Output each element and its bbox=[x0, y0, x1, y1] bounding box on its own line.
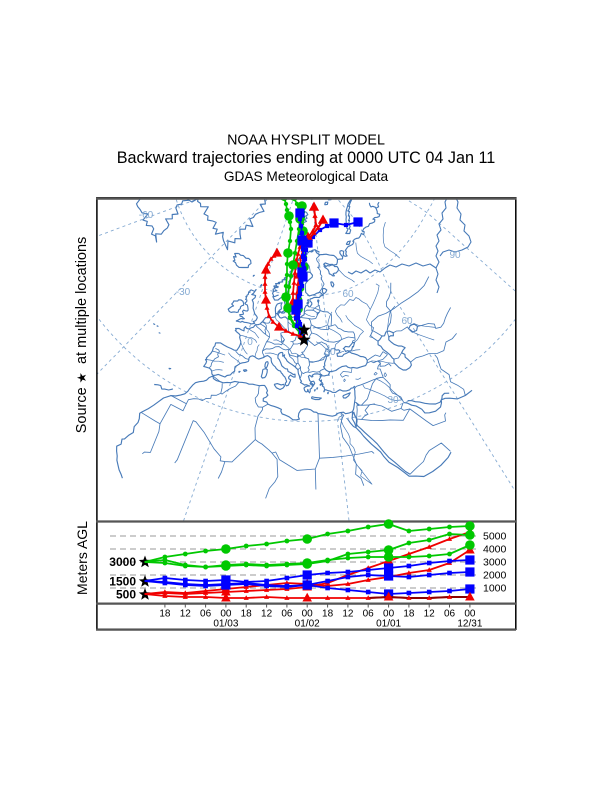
svg-text:30: 30 bbox=[324, 347, 336, 358]
svg-text:500: 500 bbox=[116, 588, 136, 602]
svg-text:1500: 1500 bbox=[109, 575, 136, 589]
svg-text:00: 00 bbox=[464, 609, 476, 620]
svg-text:00: 00 bbox=[302, 609, 314, 620]
svg-text:06: 06 bbox=[363, 609, 375, 620]
svg-text:01/03: 01/03 bbox=[213, 619, 238, 630]
svg-text:1000: 1000 bbox=[483, 583, 507, 595]
svg-text:Backward trajectories ending a: Backward trajectories ending at 0000 UTC… bbox=[117, 149, 496, 167]
svg-text:12: 12 bbox=[261, 609, 273, 620]
svg-text:12/31: 12/31 bbox=[457, 619, 482, 630]
svg-text:NOAA HYSPLIT MODEL: NOAA HYSPLIT MODEL bbox=[227, 133, 385, 149]
svg-text:60: 60 bbox=[342, 289, 354, 300]
svg-text:3000: 3000 bbox=[483, 557, 507, 569]
svg-text:4000: 4000 bbox=[483, 544, 507, 556]
svg-text:00: 00 bbox=[220, 609, 232, 620]
svg-text:12: 12 bbox=[424, 609, 436, 620]
svg-text:01/01: 01/01 bbox=[376, 619, 401, 630]
svg-text:Source ★ at multiple location: Source ★ at multiple locations bbox=[74, 237, 90, 434]
svg-text:18: 18 bbox=[322, 609, 334, 620]
svg-text:06: 06 bbox=[200, 609, 212, 620]
svg-text:Meters AGL: Meters AGL bbox=[74, 521, 90, 595]
svg-text:-30: -30 bbox=[176, 287, 191, 298]
svg-text:01/02: 01/02 bbox=[295, 619, 320, 630]
svg-text:18: 18 bbox=[241, 609, 253, 620]
svg-text:5000: 5000 bbox=[483, 531, 507, 543]
svg-text:00: 00 bbox=[383, 609, 395, 620]
svg-text:60: 60 bbox=[401, 316, 413, 327]
svg-text:06: 06 bbox=[281, 609, 293, 620]
svg-text:12: 12 bbox=[342, 609, 354, 620]
svg-text:3000: 3000 bbox=[109, 555, 136, 569]
svg-text:0: 0 bbox=[247, 337, 253, 348]
svg-text:12: 12 bbox=[180, 609, 192, 620]
svg-text:GDAS Meteorological Data: GDAS Meteorological Data bbox=[224, 169, 389, 184]
svg-text:90: 90 bbox=[449, 250, 461, 261]
svg-text:30: 30 bbox=[387, 395, 399, 406]
svg-text:06: 06 bbox=[444, 609, 456, 620]
svg-text:-60: -60 bbox=[139, 210, 154, 221]
svg-text:18: 18 bbox=[159, 609, 171, 620]
svg-text:2000: 2000 bbox=[483, 570, 507, 582]
svg-text:18: 18 bbox=[403, 609, 415, 620]
